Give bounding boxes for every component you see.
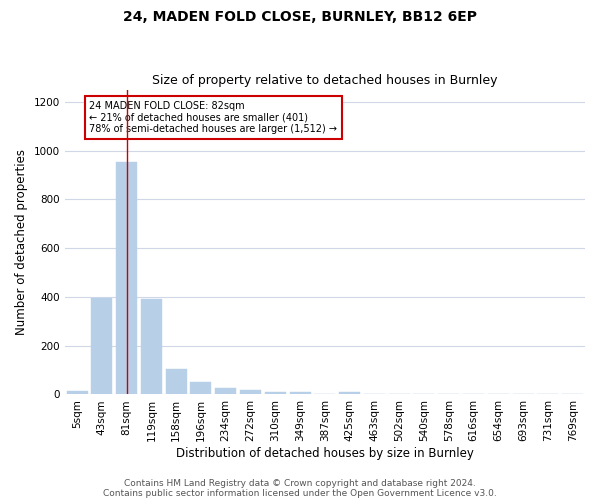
- Bar: [190, 382, 211, 394]
- Text: 24, MADEN FOLD CLOSE, BURNLEY, BB12 6EP: 24, MADEN FOLD CLOSE, BURNLEY, BB12 6EP: [123, 10, 477, 24]
- Bar: [116, 162, 137, 394]
- Bar: [67, 391, 88, 394]
- Bar: [141, 300, 162, 394]
- Bar: [240, 390, 261, 394]
- Bar: [215, 388, 236, 394]
- Bar: [290, 392, 311, 394]
- Text: 24 MADEN FOLD CLOSE: 82sqm
← 21% of detached houses are smaller (401)
78% of sem: 24 MADEN FOLD CLOSE: 82sqm ← 21% of deta…: [89, 100, 337, 134]
- Text: Contains HM Land Registry data © Crown copyright and database right 2024.: Contains HM Land Registry data © Crown c…: [124, 478, 476, 488]
- Bar: [339, 392, 360, 394]
- Bar: [91, 298, 112, 394]
- X-axis label: Distribution of detached houses by size in Burnley: Distribution of detached houses by size …: [176, 447, 474, 460]
- Text: Contains public sector information licensed under the Open Government Licence v3: Contains public sector information licen…: [103, 488, 497, 498]
- Bar: [166, 369, 187, 394]
- Bar: [265, 392, 286, 394]
- Title: Size of property relative to detached houses in Burnley: Size of property relative to detached ho…: [152, 74, 497, 87]
- Y-axis label: Number of detached properties: Number of detached properties: [15, 149, 28, 335]
